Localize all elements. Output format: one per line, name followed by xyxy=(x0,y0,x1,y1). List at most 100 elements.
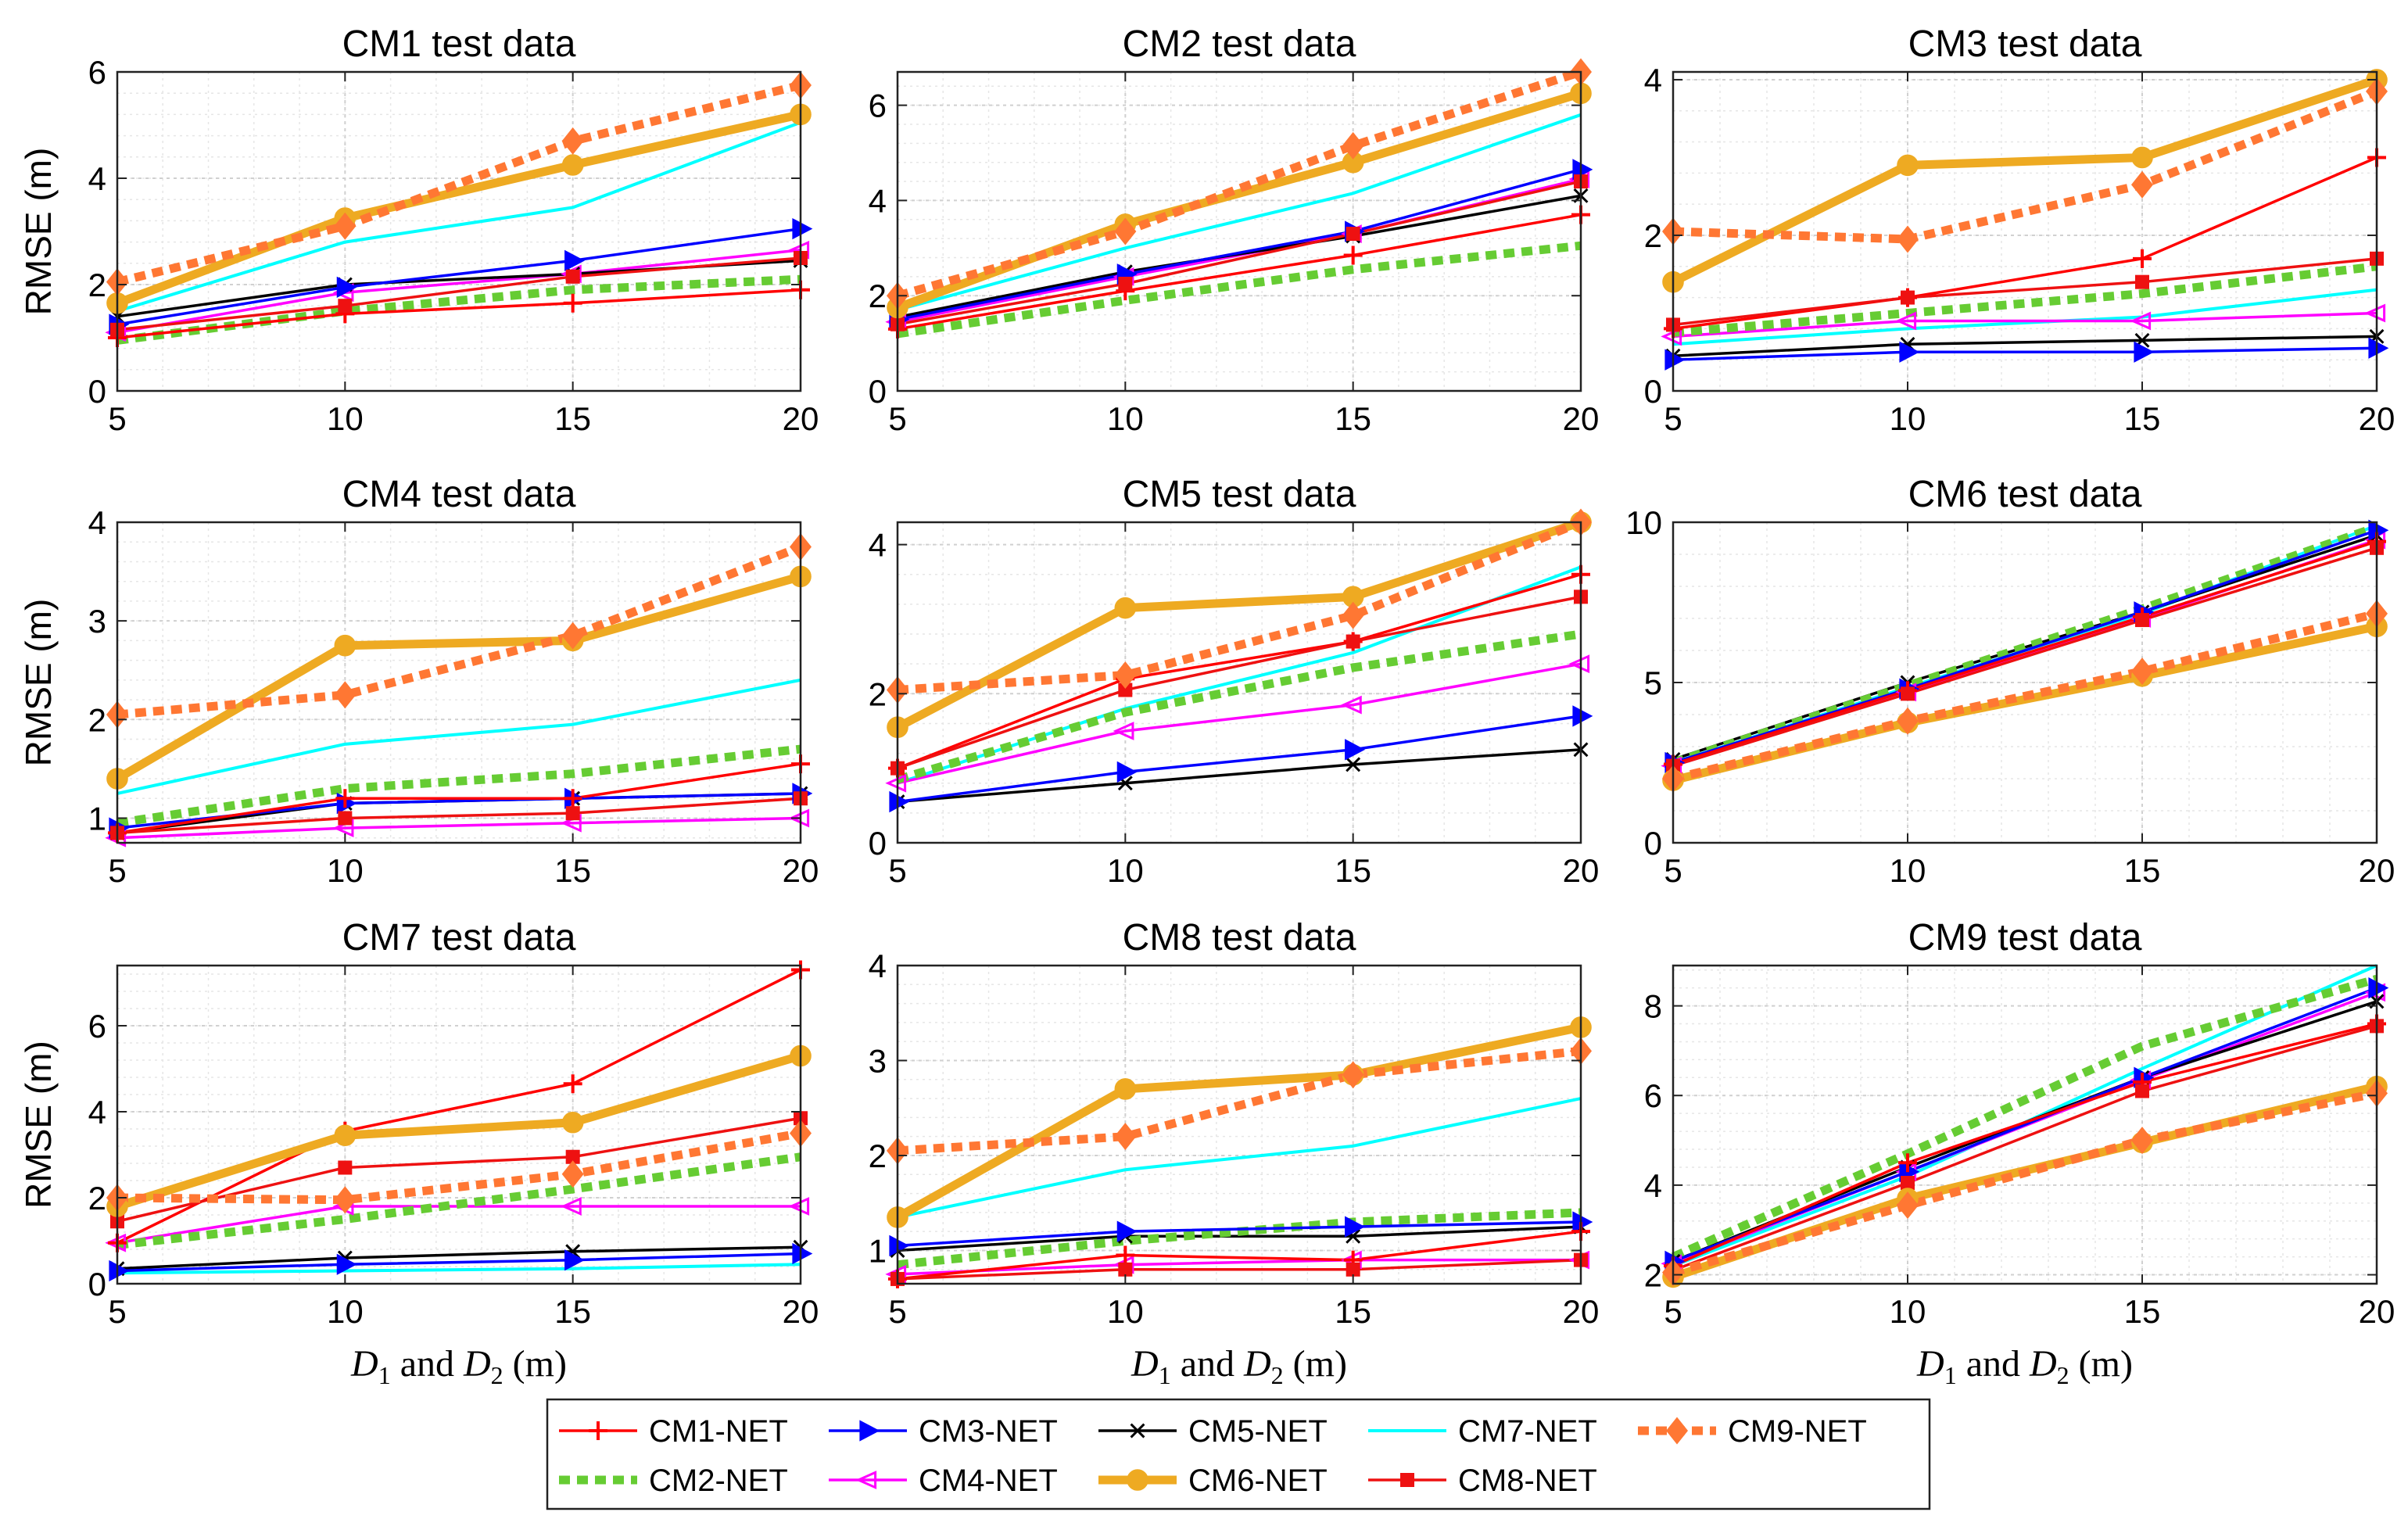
series-line-cm7-net xyxy=(116,1263,801,1275)
marker-cm3-net xyxy=(2368,337,2389,359)
marker-cm6-net xyxy=(334,1124,357,1147)
x-label-text: and xyxy=(1171,1343,1244,1385)
x-axis-label: D1 and D2 (m) xyxy=(1916,1343,2133,1389)
marker-cm8-net xyxy=(1118,683,1133,697)
x-tick-label: 10 xyxy=(327,852,364,889)
y-tick-label: 0 xyxy=(88,1266,106,1302)
y-tick-label: 6 xyxy=(869,88,887,124)
x-label-sub: 2 xyxy=(2057,1361,2069,1389)
marker-cm6-net xyxy=(561,154,584,176)
marker-cm6-net xyxy=(2131,146,2153,169)
marker-cm8-net xyxy=(1901,290,1915,305)
marker-cm8-net xyxy=(1901,1176,1915,1191)
marker-cm9-net xyxy=(561,1160,584,1188)
series-line-cm8-net xyxy=(1672,257,2378,327)
marker-cm8-net xyxy=(1118,1262,1133,1277)
subplot-title: CM8 test data xyxy=(1123,917,1356,958)
marker-cm9-net xyxy=(561,127,584,155)
x-label-sub: 2 xyxy=(1271,1361,1284,1389)
series-line-cm5-net xyxy=(1672,335,2378,357)
subplot-title: CM5 test data xyxy=(1123,474,1356,515)
x-axis-label: D1 and D2 (m) xyxy=(1131,1343,1347,1389)
y-tick-label: 4 xyxy=(88,1094,106,1130)
series-line-cm3-net xyxy=(897,168,1582,321)
marker-cm9-net xyxy=(1114,661,1137,689)
y-tick-label: 6 xyxy=(88,54,106,91)
series-line-cm2-net xyxy=(897,1208,1582,1270)
marker-cm3-net xyxy=(1116,1220,1138,1242)
series-lines xyxy=(115,543,802,840)
axes-box xyxy=(116,70,802,392)
marker-cm8-net xyxy=(1901,686,1915,701)
x-label-sub: 2 xyxy=(491,1361,503,1389)
axes-box xyxy=(116,521,802,844)
legend-marker xyxy=(1127,1469,1148,1491)
ticks: 5 10 15 20 0 2 4 xyxy=(1644,62,2395,437)
series-line-cm3-net xyxy=(1672,346,2378,361)
plot-area xyxy=(117,522,801,843)
subplot-1: 5 10 15 20 0 2 4 6 CM1 test data RMSE (m) xyxy=(18,23,819,437)
marker-cm9-net xyxy=(1114,217,1137,245)
axes-box xyxy=(1672,964,2378,1285)
marker-cm4-net xyxy=(1895,311,1917,331)
marker-cm9-net xyxy=(1897,1191,1919,1220)
marker-cm6-net xyxy=(1114,1078,1137,1100)
axes-box xyxy=(116,964,802,1285)
series-line-cm6-net xyxy=(116,110,802,307)
ticks: 5 10 15 20 0 2 4 6 xyxy=(88,966,819,1330)
legend-marker xyxy=(855,1471,877,1489)
series-line-cm7-net xyxy=(116,120,801,313)
legend-marker xyxy=(859,1420,880,1442)
ticks: 5 10 15 20 0 2 4 xyxy=(869,522,1599,889)
x-tick-label: 15 xyxy=(554,1293,591,1330)
series-line-cm2-net xyxy=(1671,974,2378,1261)
series-line-cm3-net xyxy=(897,1220,1582,1248)
marker-cm3-net xyxy=(889,790,910,813)
series-line-cm5-net xyxy=(897,748,1582,804)
x-label-var: D xyxy=(1916,1343,1944,1385)
x-tick-label: 20 xyxy=(783,852,819,889)
x-tick-label: 10 xyxy=(1890,852,1926,889)
legend: CM1-NET CM3-NET CM5-NET CM7-NET CM9-NET CM2-N… xyxy=(546,1398,1931,1510)
marker-cm6-net xyxy=(334,634,357,657)
subplot-title: CM2 test data xyxy=(1123,23,1356,65)
x-tick-label: 5 xyxy=(108,1293,126,1330)
plot-area xyxy=(898,72,1581,391)
y-axis-label: RMSE (m) xyxy=(18,148,59,316)
subplot-title: CM1 test data xyxy=(342,23,576,65)
legend-label: CM5-NET xyxy=(1188,1414,1328,1449)
x-tick-label: 5 xyxy=(1664,852,1682,889)
series-line-cm4-net xyxy=(897,1258,1581,1276)
x-label-text: (m) xyxy=(2069,1343,2133,1385)
x-label-sub: 1 xyxy=(378,1361,391,1389)
legend-label: CM1-NET xyxy=(649,1414,788,1449)
marker-cm8-net xyxy=(565,269,580,284)
marker-cm3-net xyxy=(1116,761,1138,783)
y-tick-label: 1 xyxy=(869,1232,887,1269)
y-tick-label: 4 xyxy=(869,527,887,564)
series-line-cm6-net xyxy=(895,518,1582,732)
series-line-cm2-net xyxy=(1672,522,2378,767)
grid xyxy=(1673,966,2377,1284)
marker-cm9-net xyxy=(1342,601,1364,629)
series-line-cm1-net xyxy=(116,762,801,835)
subplot-5: 5 10 15 20 0 2 4 CM5 test data xyxy=(869,474,1600,889)
y-tick-label: 0 xyxy=(869,373,887,410)
legend-item: CM1-NET xyxy=(559,1414,788,1449)
x-label-sub: 1 xyxy=(1944,1361,1957,1389)
series-markers xyxy=(885,508,1593,813)
x-label-var: D xyxy=(2029,1343,2057,1385)
marker-cm3-net xyxy=(336,276,357,299)
x-label-sub: 1 xyxy=(1159,1361,1171,1389)
series-line-cm8-net xyxy=(116,256,801,331)
y-axis-label: RMSE (m) xyxy=(18,599,59,767)
marker-cm3-net xyxy=(1345,1216,1366,1238)
subplot-title: CM6 test data xyxy=(1908,474,2142,515)
y-tick-label: 2 xyxy=(88,701,106,738)
y-tick-label: 3 xyxy=(88,603,106,640)
y-tick-label: 2 xyxy=(869,1138,887,1174)
marker-cm4-net xyxy=(1340,695,1362,715)
x-tick-label: 10 xyxy=(1107,1293,1144,1330)
legend-label: CM9-NET xyxy=(1728,1414,1867,1449)
